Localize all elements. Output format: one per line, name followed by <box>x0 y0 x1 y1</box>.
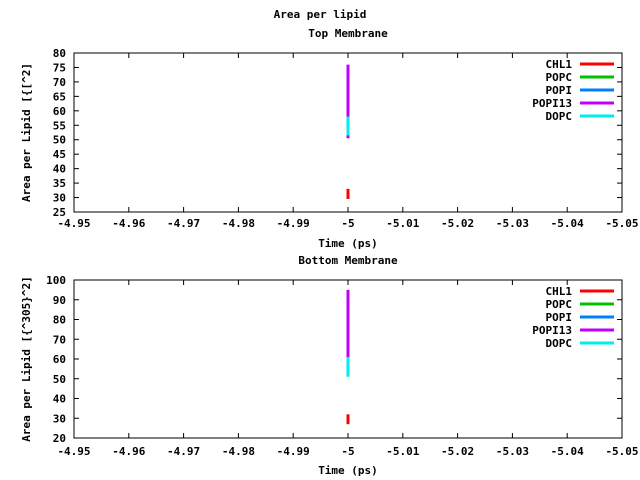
x-tick-label: -4.96 <box>112 445 145 458</box>
y-tick-label: 30 <box>53 412 66 425</box>
legend-label: POPI <box>546 84 573 97</box>
y-axis-label: Area per Lipid [{^305}^2] <box>20 276 33 442</box>
x-tick-label: -4.95 <box>57 217 90 230</box>
y-tick-label: 80 <box>53 314 66 327</box>
x-tick-label: -5.02 <box>441 445 474 458</box>
y-tick-label: 100 <box>46 274 66 287</box>
x-tick-label: -5.03 <box>496 217 529 230</box>
y-tick-label: 80 <box>53 47 66 60</box>
y-tick-label: 50 <box>53 373 66 386</box>
y-tick-label: 30 <box>53 192 66 205</box>
y-tick-label: 90 <box>53 294 66 307</box>
x-tick-label: -5.01 <box>386 217 419 230</box>
legend-label: CHL1 <box>546 285 573 298</box>
x-tick-label: -4.98 <box>222 217 255 230</box>
x-tick-label: -4.99 <box>277 445 310 458</box>
y-axis-label: Area per Lipid [{[^2] <box>20 63 33 202</box>
x-tick-label: -5.03 <box>496 445 529 458</box>
x-tick-label: -5 <box>341 217 354 230</box>
x-tick-label: -4.97 <box>167 217 200 230</box>
legend-label: POPI13 <box>532 97 572 110</box>
y-tick-label: 40 <box>53 163 66 176</box>
y-tick-label: 45 <box>53 148 66 161</box>
y-tick-label: 70 <box>53 333 66 346</box>
y-tick-label: 35 <box>53 177 66 190</box>
y-tick-label: 55 <box>53 119 66 132</box>
legend-label: POPC <box>546 298 573 311</box>
legend-label: POPI <box>546 311 573 324</box>
chart-title: Bottom Membrane <box>298 254 398 267</box>
x-tick-label: -5.04 <box>551 445 584 458</box>
legend-label: DOPC <box>546 337 573 350</box>
legend-label: DOPC <box>546 110 573 123</box>
x-tick-label: -5.01 <box>386 445 419 458</box>
y-tick-label: 70 <box>53 76 66 89</box>
x-tick-label: -5.05 <box>605 445 638 458</box>
legend-label: POPI13 <box>532 324 572 337</box>
x-tick-label: -5.02 <box>441 217 474 230</box>
legend-label: CHL1 <box>546 58 573 71</box>
x-tick-label: -5 <box>341 445 354 458</box>
y-tick-label: 40 <box>53 393 66 406</box>
chart-title: Top Membrane <box>308 27 388 40</box>
x-tick-label: -5.05 <box>605 217 638 230</box>
page-title: Area per lipid <box>274 8 367 21</box>
legend-label: POPC <box>546 71 573 84</box>
x-axis-label: Time (ps) <box>318 464 378 477</box>
x-tick-label: -4.95 <box>57 445 90 458</box>
x-tick-label: -4.96 <box>112 217 145 230</box>
y-tick-label: 20 <box>53 432 66 445</box>
y-tick-label: 65 <box>53 90 66 103</box>
x-tick-label: -4.97 <box>167 445 200 458</box>
x-tick-label: -4.99 <box>277 217 310 230</box>
x-tick-label: -5.04 <box>551 217 584 230</box>
y-tick-label: 25 <box>53 206 66 219</box>
x-tick-label: -4.98 <box>222 445 255 458</box>
bottom-membrane-chart: Bottom Membrane Time (ps) Area per Lipid… <box>20 254 639 477</box>
x-axis-label: Time (ps) <box>318 237 378 250</box>
top-membrane-chart: Top Membrane Time (ps) Area per Lipid [{… <box>20 27 639 250</box>
y-tick-label: 60 <box>53 105 66 118</box>
y-tick-label: 75 <box>53 61 66 74</box>
y-tick-label: 60 <box>53 353 66 366</box>
y-tick-label: 50 <box>53 134 66 147</box>
